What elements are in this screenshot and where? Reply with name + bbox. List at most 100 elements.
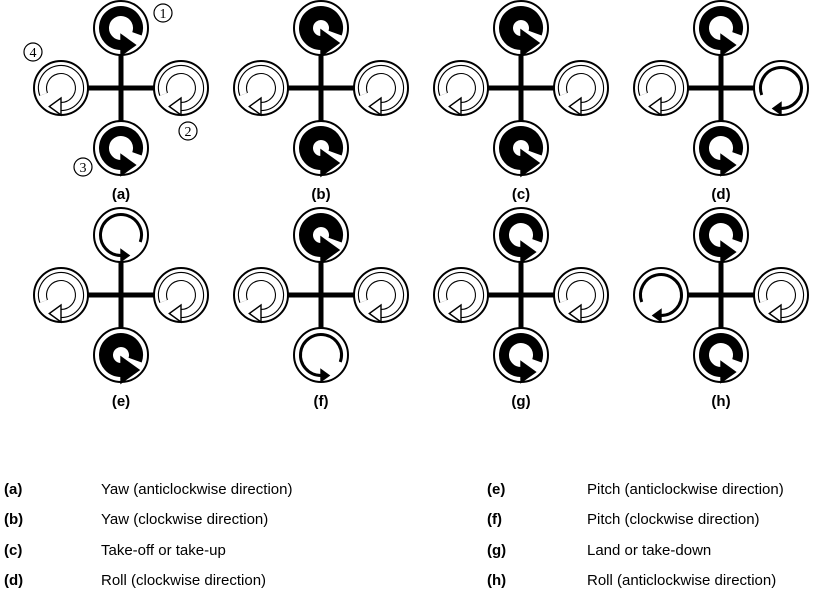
rotation-arc	[439, 66, 483, 110]
arrowhead	[48, 96, 62, 117]
rotor-right	[753, 60, 809, 116]
legend-key: (c)	[4, 542, 23, 559]
quadrotor-panel	[33, 207, 209, 385]
quadrotor-panel	[233, 207, 409, 383]
rotation-arc	[299, 213, 343, 257]
rotor-left	[433, 267, 489, 324]
rotor-right	[353, 267, 409, 324]
rotor-top	[493, 0, 549, 58]
quadrotor-panel	[433, 0, 609, 178]
rotor-right	[553, 60, 609, 117]
legend-desc: Yaw (clockwise direction)	[101, 511, 269, 528]
rotor-top	[693, 207, 749, 264]
arrowhead	[120, 355, 141, 385]
arrowhead	[368, 303, 382, 324]
legend-desc: Take-off or take-up	[101, 542, 226, 559]
arrowhead	[248, 96, 262, 117]
rotor-top	[293, 207, 349, 265]
rotor-right	[153, 267, 209, 324]
rotation-arc	[699, 333, 743, 377]
rotor-right	[353, 60, 409, 117]
legend-key: (e)	[487, 481, 506, 498]
rotor-left	[433, 60, 489, 117]
quadrotor-panel	[33, 0, 209, 177]
legend-key: (b)	[4, 511, 24, 528]
rotation-arc	[499, 333, 543, 377]
rotor-top	[293, 0, 349, 58]
arrowhead	[768, 303, 782, 324]
rotation-arc	[39, 273, 83, 317]
rotation-arc	[359, 66, 403, 110]
quadrotor-panel	[233, 0, 409, 178]
rotor-top	[493, 207, 549, 264]
rotation-arc	[239, 66, 283, 110]
rotor-bottom	[493, 120, 549, 178]
rotation-arc	[699, 213, 743, 257]
legend-desc: Pitch (clockwise direction)	[587, 511, 760, 528]
quadrotor-panel	[433, 207, 609, 384]
rotor-top	[93, 0, 149, 57]
rotation-arc	[99, 213, 143, 257]
legend-desc: Roll (anticlockwise direction)	[587, 572, 777, 589]
arrowhead	[568, 96, 582, 117]
rotor-right	[753, 267, 809, 324]
quadrotor-diagram: (a) (b) (c) (d) (e) (f) (g) (h) 1 2 3 4	[23, 0, 809, 410]
arrowhead	[720, 33, 737, 57]
arrowhead	[520, 148, 541, 178]
rotor-left	[233, 267, 289, 324]
panel-key-label: (e)	[112, 393, 130, 410]
rotation-arc	[239, 273, 283, 317]
rotor-top	[693, 0, 749, 57]
arrowhead	[720, 153, 737, 177]
rotation-arc	[639, 273, 683, 317]
rotor-bottom	[93, 120, 149, 177]
rotor-bottom	[493, 327, 549, 384]
arrowhead	[168, 303, 182, 324]
rotation-arc	[759, 66, 803, 110]
arrowhead	[48, 303, 62, 324]
rotation-arc	[299, 126, 343, 170]
arrowhead	[248, 303, 262, 324]
arrowhead	[320, 368, 331, 383]
rotation-arc	[299, 333, 343, 377]
legend-key: (g)	[487, 542, 507, 559]
rotor-bottom	[293, 120, 349, 178]
rotation-arc	[499, 6, 543, 50]
rotation-arc	[299, 6, 343, 50]
rotor-left	[633, 267, 689, 323]
panel-key-label: (c)	[512, 186, 530, 203]
rotation-arc	[99, 126, 143, 170]
rotation-arc	[499, 213, 543, 257]
quadrotor-panel	[633, 207, 809, 384]
rotor-number-badge: 4	[23, 42, 43, 62]
panel-key-label: (d)	[711, 186, 730, 203]
rotation-arc	[39, 66, 83, 110]
arrowhead	[568, 303, 582, 324]
arrowhead	[520, 360, 537, 384]
rotor-right	[153, 60, 209, 117]
svg-text:1: 1	[160, 7, 167, 22]
panel-key-label: (h)	[711, 393, 730, 410]
rotation-arc	[699, 6, 743, 50]
rotation-arc	[699, 126, 743, 170]
rotation-arc	[639, 66, 683, 110]
legend-key: (a)	[4, 481, 23, 498]
panel-key-label: (b)	[311, 186, 330, 203]
panel-key-label: (g)	[511, 393, 530, 410]
arrowhead	[320, 28, 341, 58]
rotor-number-badge: 1	[153, 3, 173, 23]
arrowhead	[120, 33, 137, 57]
svg-text:4: 4	[30, 46, 37, 61]
svg-text:3: 3	[80, 161, 87, 176]
arrowhead	[368, 96, 382, 117]
arrowhead	[320, 235, 341, 265]
rotation-arc	[99, 333, 143, 377]
arrowhead	[720, 360, 737, 384]
arrowhead	[651, 308, 662, 323]
quadrotor-panel	[633, 0, 809, 177]
arrowhead	[520, 240, 537, 264]
rotation-arc	[559, 273, 603, 317]
legend-desc: Roll (clockwise direction)	[101, 572, 267, 589]
rotation-arc	[439, 273, 483, 317]
legend-desc: Land or take-down	[587, 542, 712, 559]
